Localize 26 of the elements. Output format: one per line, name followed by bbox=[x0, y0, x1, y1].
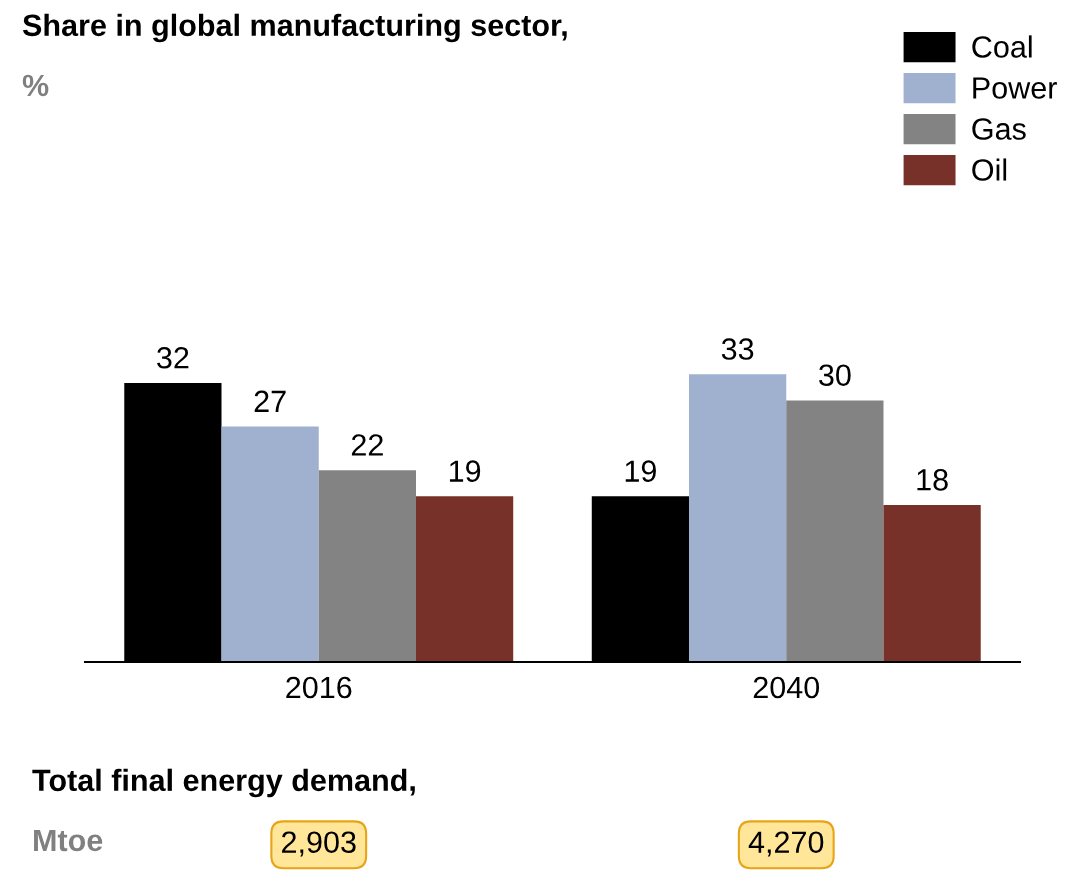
bar bbox=[786, 400, 884, 662]
x-tick-label: 2040 bbox=[753, 676, 820, 699]
text: Mtoe bbox=[34, 829, 103, 852]
chart-subtitle: % bbox=[22, 74, 49, 97]
data-label: 18 bbox=[917, 469, 948, 491]
data-label: 30 bbox=[819, 364, 851, 387]
data-label: 27 bbox=[254, 390, 286, 412]
data-label: 33 bbox=[721, 338, 754, 360]
data-label: 19 bbox=[449, 460, 481, 482]
bar bbox=[415, 496, 514, 662]
chart-title: Share in global manufacturing sector, bbox=[22, 13, 567, 43]
text: Total final energy demand, bbox=[32, 768, 415, 798]
bar bbox=[689, 374, 787, 662]
x-tick-label: 2016 bbox=[286, 676, 352, 699]
data-label: 22 bbox=[351, 434, 383, 456]
data-label: 32 bbox=[157, 346, 189, 369]
legend-label: Gas bbox=[972, 118, 1026, 140]
legend-label: Coal bbox=[972, 35, 1032, 58]
text: 4,270 bbox=[748, 831, 824, 857]
text: 2,903 bbox=[282, 831, 356, 857]
bar bbox=[318, 470, 416, 662]
legend-label: Power bbox=[973, 77, 1057, 99]
bar bbox=[883, 505, 981, 662]
legend-label: Oil bbox=[972, 158, 1007, 181]
data-label: 19 bbox=[625, 460, 656, 482]
bar bbox=[221, 426, 319, 662]
